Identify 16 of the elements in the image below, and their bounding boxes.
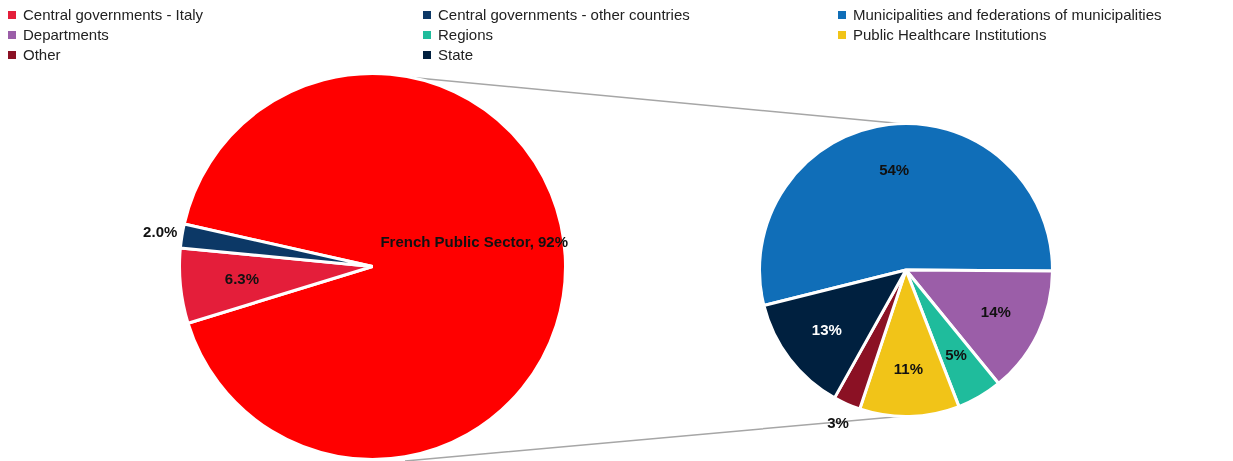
data-label: 54% (879, 161, 910, 179)
legend-label: Departments (23, 26, 109, 43)
legend-label: Public Healthcare Institutions (853, 26, 1047, 43)
data-label: 13% (811, 320, 842, 338)
data-label: 5% (945, 346, 967, 364)
data-label: 14% (980, 303, 1011, 321)
legend-label: Central governments - other countries (438, 6, 690, 23)
data-label: 3% (827, 414, 849, 432)
legend-label: Other (23, 46, 61, 63)
data-label: 2.0% (143, 222, 178, 240)
legend-label: Regions (438, 26, 494, 43)
data-label: 11% (893, 359, 924, 377)
data-label: 6.3% (224, 269, 260, 287)
legend-label: Municipalities and federations of municipalities (853, 6, 1162, 23)
legend-label: State (438, 46, 474, 63)
legend-label: Central governments - Italy (23, 6, 204, 23)
